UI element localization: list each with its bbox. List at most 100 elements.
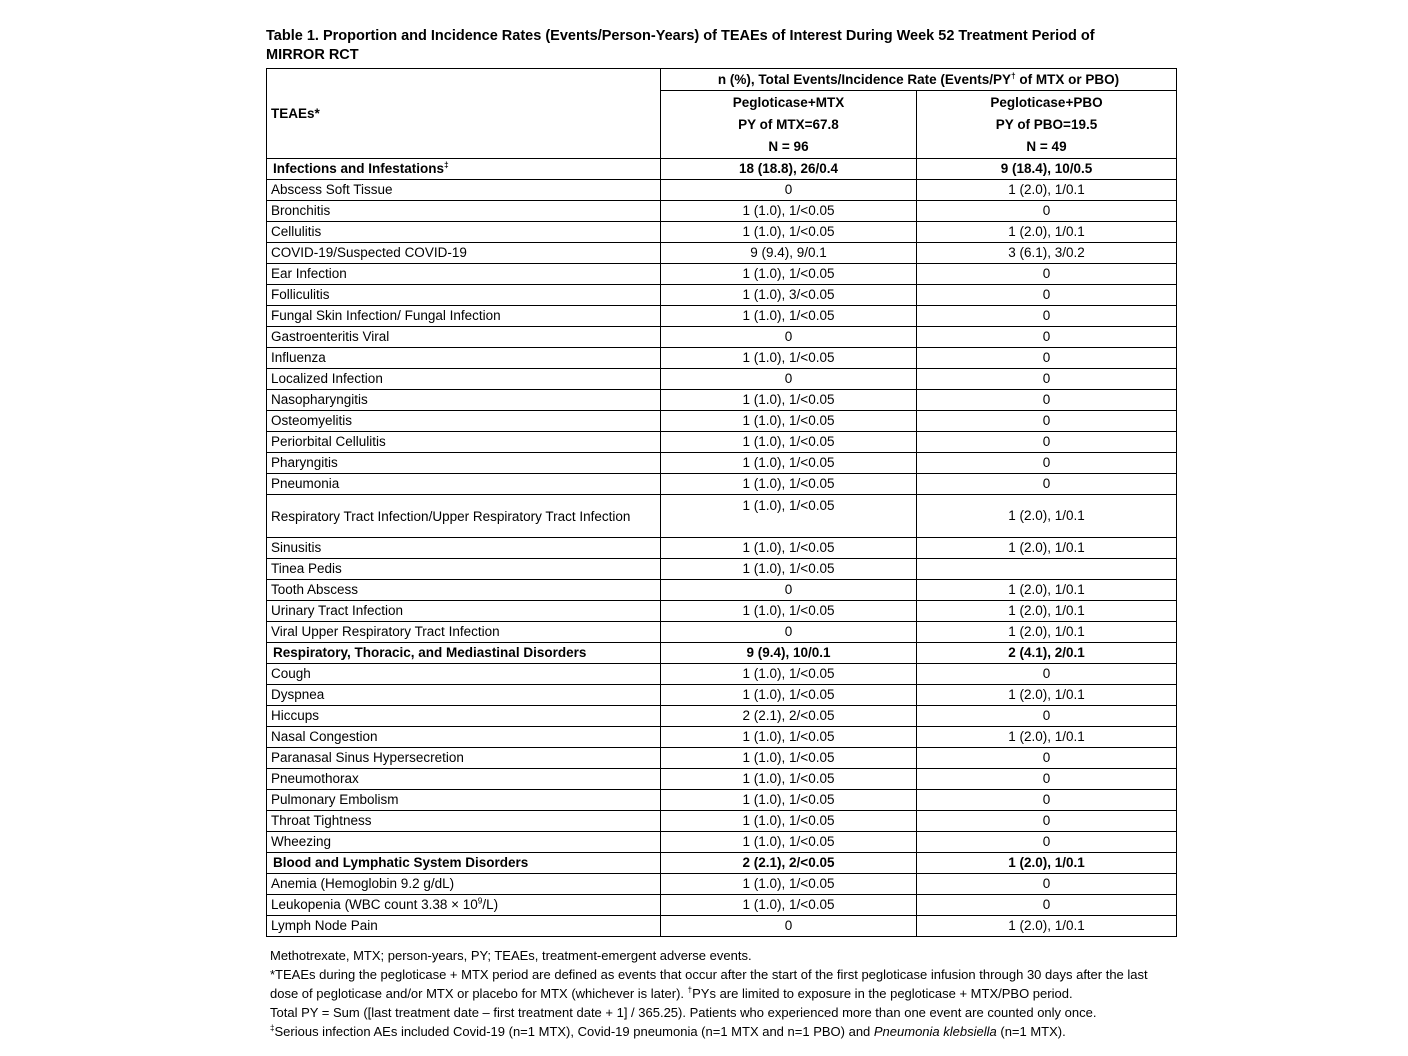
header-pbo-line1: Pegloticase+PBO [990, 94, 1103, 110]
pbo-value: 0 [915, 663, 1178, 685]
footnote-line: Total PY = Sum ([last treatment date – f… [270, 1005, 1097, 1020]
table-title-line1: Table 1. Proportion and Incidence Rates … [266, 28, 1095, 44]
teae-label: Lymph Node Pain [266, 915, 661, 937]
pbo-value: 0 [915, 368, 1178, 390]
pbo-value: 0 [915, 768, 1178, 790]
pbo-value: 0 [915, 789, 1178, 811]
item-row: Pneumonia 1 (1.0), 1/<0.05 0 [266, 473, 1178, 495]
pbo-value: 1 (2.0), 1/0.1 [915, 579, 1178, 601]
pbo-value: 0 [915, 810, 1178, 832]
teae-table-header: TEAEs* n (%), Total Events/Incidence Rat… [266, 68, 1178, 159]
teae-label: Pharyngitis [266, 452, 661, 474]
header-rate-span-post: of MTX or PBO) [1015, 71, 1120, 87]
teae-label: COVID-19/Suspected COVID-19 [266, 242, 661, 264]
item-row: Viral Upper Respiratory Tract Infection 0… [266, 621, 1178, 643]
header-pbo-group: Pegloticase+PBO PY of PBO=19.5 N = 49 [915, 90, 1178, 159]
mtx-value: 0 [660, 326, 917, 348]
mtx-value: 1 (1.0), 1/<0.05 [660, 452, 917, 474]
item-row: Leukopenia (WBC count 3.38 × 109/L) 1 (1.… [266, 894, 1178, 916]
mtx-value: 1 (1.0), 1/<0.05 [660, 347, 917, 369]
mtx-value: 1 (1.0), 1/<0.05 [660, 831, 917, 853]
mtx-value: 0 [660, 579, 917, 601]
document-content: Table 1. Proportion and Incidence Rates … [266, 27, 1184, 1041]
label-sup: ‡ [444, 159, 449, 170]
footnote-line: ‡Serious infection AEs included Covid-19… [270, 1023, 1066, 1039]
pbo-value: 0 [915, 473, 1178, 495]
item-row: Nasal Congestion 1 (1.0), 1/<0.05 1 (2.0),… [266, 726, 1178, 748]
teae-label: Periorbital Cellulitis [266, 431, 661, 453]
teae-label: Paranasal Sinus Hypersecretion [266, 747, 661, 769]
item-row: Influenza 1 (1.0), 1/<0.05 0 [266, 347, 1178, 369]
teae-label: Anemia (Hemoglobin 9.2 g/dL) [266, 873, 661, 895]
item-row: Nasopharyngitis 1 (1.0), 1/<0.05 0 [266, 389, 1178, 411]
pbo-value: 1 (2.0), 1/0.1 [915, 621, 1178, 643]
mtx-value: 1 (1.0), 1/<0.05 [660, 789, 917, 811]
pbo-value: 0 [915, 431, 1178, 453]
pbo-value: 1 (2.0), 1/0.1 [915, 179, 1178, 201]
teae-label: Hiccups [266, 705, 661, 727]
header-pbo-line2: PY of PBO=19.5 [995, 116, 1098, 132]
teae-label: Throat Tightness [266, 810, 661, 832]
teae-label: Urinary Tract Infection [266, 600, 661, 622]
pbo-value: 0 [915, 410, 1178, 432]
mtx-value: 1 (1.0), 1/<0.05 [660, 473, 917, 495]
teae-label: Wheezing [266, 831, 661, 853]
pbo-value: 0 [915, 452, 1178, 474]
teae-table: TEAEs* n (%), Total Events/Incidence Rat… [266, 68, 1178, 937]
item-row: Anemia (Hemoglobin 9.2 g/dL) 1 (1.0), 1/<… [266, 873, 1178, 895]
teae-label: Abscess Soft Tissue [266, 179, 661, 201]
teae-label: Leukopenia (WBC count 3.38 × 109/L) [266, 894, 661, 916]
item-row: Urinary Tract Infection 1 (1.0), 1/<0.05 1… [266, 600, 1178, 622]
label-sup: 9 [477, 895, 483, 906]
mtx-value: 9 (9.4), 9/0.1 [660, 242, 917, 264]
teae-label: Tinea Pedis [266, 558, 661, 580]
footnotes: Methotrexate, MTX; person-years, PY; TEA… [266, 946, 1178, 1041]
pbo-value: 2 (4.1), 2/0.1 [915, 642, 1178, 664]
pbo-value: 0 [915, 873, 1178, 895]
mtx-value: 2 (2.1), 2/<0.05 [660, 852, 917, 874]
teae-label: Osteomyelitis [266, 410, 661, 432]
mtx-value: 1 (1.0), 1/<0.05 [660, 768, 917, 790]
pbo-value: 0 [915, 284, 1178, 306]
teae-label: Viral Upper Respiratory Tract Infection [266, 621, 661, 643]
pbo-value: 0 [915, 894, 1178, 916]
item-row: Cellulitis 1 (1.0), 1/<0.05 1 (2.0), 1/0.1 [266, 221, 1178, 243]
teae-label: Pulmonary Embolism [266, 789, 661, 811]
mtx-value: 1 (1.0), 1/<0.05 [660, 663, 917, 685]
header-mtx-line2: PY of MTX=67.8 [738, 116, 839, 132]
footnote-line: Methotrexate, MTX; person-years, PY; TEA… [270, 948, 752, 963]
item-row: Wheezing 1 (1.0), 1/<0.05 0 [266, 831, 1178, 853]
item-row: Tooth Abscess 0 1 (2.0), 1/0.1 [266, 579, 1178, 601]
header-pbo-line3: N = 49 [1026, 138, 1067, 154]
mtx-value: 1 (1.0), 1/<0.05 [660, 221, 917, 243]
item-row: Fungal Skin Infection/ Fungal Infection 1… [266, 305, 1178, 327]
teae-label: Pneumothorax [266, 768, 661, 790]
pbo-value: 0 [915, 305, 1178, 327]
teae-label: Localized Infection [266, 368, 661, 390]
item-row: Localized Infection 0 0 [266, 368, 1178, 390]
mtx-value: 18 (18.8), 26/0.4 [660, 158, 917, 180]
teae-label: Gastroenteritis Viral [266, 326, 661, 348]
header-rate-span: n (%), Total Events/Incidence Rate (Even… [659, 68, 1178, 91]
mtx-value: 1 (1.0), 1/<0.05 [660, 537, 917, 559]
mtx-value: 1 (1.0), 1/<0.05 [660, 494, 917, 538]
item-row: Dyspnea 1 (1.0), 1/<0.05 1 (2.0), 1/0.1 [266, 684, 1178, 706]
item-row: Abscess Soft Tissue 0 1 (2.0), 1/0.1 [266, 179, 1178, 201]
mtx-value: 0 [660, 621, 917, 643]
item-row: Hiccups 2 (2.1), 2/<0.05 0 [266, 705, 1178, 727]
pbo-value: 0 [915, 747, 1178, 769]
item-row: Throat Tightness 1 (1.0), 1/<0.05 0 [266, 810, 1178, 832]
teae-label: Dyspnea [266, 684, 661, 706]
mtx-value: 0 [660, 179, 917, 201]
teae-label: Tooth Abscess [266, 579, 661, 601]
mtx-value: 1 (1.0), 1/<0.05 [660, 410, 917, 432]
item-row: Sinusitis 1 (1.0), 1/<0.05 1 (2.0), 1/0.1 [266, 537, 1178, 559]
pbo-value: 0 [915, 347, 1178, 369]
pbo-value [915, 558, 1178, 580]
mtx-value: 9 (9.4), 10/0.1 [660, 642, 917, 664]
mtx-value: 1 (1.0), 1/<0.05 [660, 431, 917, 453]
mtx-value: 1 (1.0), 1/<0.05 [660, 600, 917, 622]
item-row: Lymph Node Pain 0 1 (2.0), 1/0.1 [266, 915, 1178, 937]
item-row: Respiratory Tract Infection/Upper Respir… [266, 494, 1178, 538]
teae-label: Respiratory, Thoracic, and Mediastinal D… [266, 642, 661, 664]
